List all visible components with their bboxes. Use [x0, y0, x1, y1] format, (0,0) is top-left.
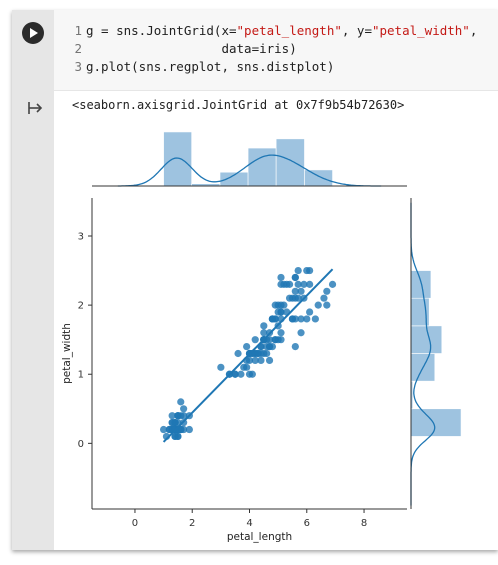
code-line: 2 data=iris) [54, 40, 297, 58]
code-token: , [469, 23, 478, 38]
data-point [251, 336, 259, 344]
data-point [285, 280, 294, 288]
line-number: 2 [74, 41, 82, 56]
x-axis-label: petal_length [227, 531, 292, 543]
y-kde-curve [410, 202, 436, 506]
code-token: data=iris) [86, 41, 297, 56]
notebook-cell: 1 g = sns.JointGrid(x="petal_length", y="… [12, 10, 498, 550]
data-point [297, 329, 305, 337]
x-hist-bar [247, 147, 277, 187]
data-point [288, 315, 297, 323]
data-point [231, 370, 239, 378]
y-tick-label: 2 [78, 301, 84, 312]
code-editor[interactable]: 1 g = sns.JointGrid(x="petal_length", y="… [54, 10, 498, 91]
data-point [320, 294, 328, 302]
data-point [306, 266, 314, 275]
y-axis-label: petal_width [61, 323, 73, 384]
data-point [291, 273, 299, 282]
data-point [159, 425, 168, 434]
data-point [294, 266, 302, 275]
code-token: "petal_width" [371, 23, 470, 38]
x-hist-bar [275, 138, 305, 187]
x-hist-bar [163, 131, 192, 187]
data-point [323, 287, 331, 295]
data-point [254, 349, 262, 358]
data-point [243, 342, 251, 351]
data-point [168, 412, 176, 420]
data-point [311, 315, 319, 323]
data-point [300, 280, 308, 288]
joint-plot: 0 2 4 6 8 0 1 2 3 petal_length petal_width [61, 131, 462, 543]
data-point [303, 315, 311, 323]
data-point [263, 342, 271, 351]
data-point [260, 322, 268, 330]
output-arrow-icon [28, 102, 43, 114]
data-point [277, 329, 285, 337]
data-point [291, 342, 299, 351]
code-token: g.plot(sns.regplot, sns.distplot) [86, 59, 335, 74]
data-point [240, 363, 248, 371]
y-tick-label: 1 [78, 370, 84, 381]
data-point [174, 412, 182, 420]
data-point [217, 363, 225, 371]
y-tick-label: 3 [78, 232, 84, 243]
data-point [328, 280, 337, 288]
data-point [245, 356, 254, 365]
data-point [306, 308, 314, 316]
data-point [265, 356, 274, 365]
data-point [268, 315, 277, 323]
data-point [297, 287, 305, 295]
data-point [323, 301, 331, 309]
data-point [294, 280, 302, 288]
data-point [171, 419, 179, 427]
data-point [171, 432, 179, 441]
x-tick-label: 6 [304, 518, 310, 529]
regression-line [162, 268, 334, 443]
output-text: <seaborn.axisgrid.JointGrid at 0x7f9b54b… [72, 98, 405, 112]
x-hist-bar [219, 171, 249, 187]
x-tick-label: 4 [246, 518, 252, 529]
data-point [237, 370, 245, 378]
code-line: 1 g = sns.JointGrid(x="petal_length", y="… [54, 22, 477, 40]
data-point [251, 356, 259, 365]
cell-gutter [12, 10, 54, 550]
data-point [263, 349, 271, 358]
y-tick-label: 0 [78, 439, 84, 450]
data-point [274, 308, 282, 316]
data-point [280, 301, 288, 309]
data-point [277, 336, 285, 344]
data-point [234, 349, 242, 358]
data-point [297, 315, 305, 323]
data-point [280, 280, 288, 288]
x-hist-bar [304, 169, 333, 187]
data-point [291, 287, 299, 295]
data-point [185, 425, 193, 434]
y-hist-bar [410, 408, 462, 437]
x-tick-label: 2 [189, 518, 195, 529]
line-number: 1 [74, 23, 82, 38]
data-point [257, 356, 265, 365]
data-point [291, 294, 299, 302]
data-point [285, 294, 294, 302]
data-point [306, 280, 314, 288]
run-cell-button[interactable] [22, 22, 44, 44]
play-icon [30, 28, 38, 38]
x-tick-label: 8 [361, 518, 367, 529]
x-tick-label: 0 [132, 518, 138, 529]
data-point [277, 273, 285, 282]
data-point [180, 405, 188, 413]
x-kde-curve [117, 154, 382, 187]
code-line: 3 g.plot(sns.regplot, sns.distplot) [54, 58, 334, 76]
code-token: , y= [341, 23, 372, 38]
data-point [314, 301, 322, 309]
code-token: "petal_length" [236, 23, 342, 38]
line-number: 3 [74, 59, 82, 74]
data-point [260, 329, 268, 337]
data-point [248, 370, 256, 378]
code-token: g = sns.JointGrid(x= [86, 23, 237, 38]
data-point [177, 398, 185, 406]
data-point [268, 342, 277, 351]
data-point [271, 301, 279, 309]
data-point [265, 336, 274, 344]
